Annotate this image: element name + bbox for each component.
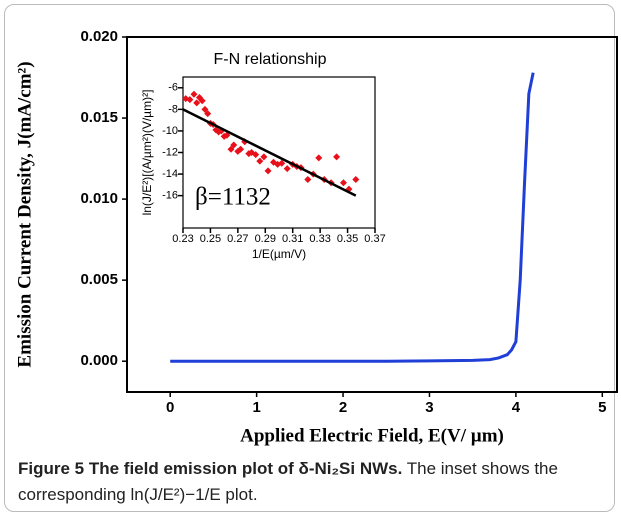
y-axis-label: ln(J/E²)[(A/µm²)(V/µm)²] [140,90,154,216]
data-point [204,110,212,118]
y-axis-label: Emission Current Density, J(mA/cm²) [14,61,35,367]
y-tick-label: 0.020 [80,28,118,45]
data-point [283,165,291,173]
x-tick-label: 0.25 [200,233,221,245]
y-tick-label: 0.000 [80,352,118,369]
y-tick-label: -8 [168,103,178,115]
data-point [201,105,209,113]
x-tick-label: 0.29 [255,233,276,245]
annotation: β=1132 [195,184,271,211]
data-point [237,145,245,153]
data-point [264,167,272,175]
data-point [315,154,323,162]
y-tick-label: -16 [162,190,178,202]
x-tick-label: 0.23 [172,233,193,245]
data-point [278,159,286,167]
inset-title: F-N relationship [214,51,327,68]
x-tick-label: 0.31 [282,233,303,245]
x-tick-label: 2 [339,399,347,416]
data-point [256,157,264,165]
data-point [333,153,341,161]
x-tick-label: 5 [598,399,606,416]
caption: Figure 5 The field emission plot of δ-Ni… [18,456,603,508]
data-point [260,153,268,161]
caption-title: Figure 5 The field emission plot of δ-Ni… [18,459,403,478]
x-tick-label: 3 [425,399,433,416]
data-point [198,97,206,105]
x-tick-label: 1 [252,399,260,416]
y-tick-label: 0.015 [80,109,118,126]
x-axis-label: 1/E(µm/V) [252,247,306,261]
x-tick-label: 0 [166,399,174,416]
plot-frame [126,36,618,393]
data-point [339,179,347,187]
data-point [352,175,360,183]
y-tick-label: 0.005 [80,271,118,288]
y-tick-label: -10 [162,125,178,137]
data-point [227,145,235,153]
data-line [170,72,535,363]
data-point [190,90,198,98]
data-point [230,141,238,149]
x-tick-label: 0.37 [364,233,385,245]
x-tick-label: 4 [512,399,521,416]
figure-frame [4,4,615,512]
data-point [193,99,201,107]
y-tick-label: -6 [168,82,178,94]
y-tick-label: -14 [162,168,178,180]
data-point [252,151,260,159]
y-tick-label: 0.010 [80,190,118,207]
fit-line [182,108,357,197]
y-tick-label: -12 [162,146,178,158]
x-tick-label: 0.33 [309,233,330,245]
caption-text: The inset shows the corresponding ln(J/E… [18,459,558,504]
x-tick-label: 0.35 [337,233,358,245]
x-axis-label: Applied Electric Field, E(V/ µm) [240,425,504,446]
data-point [304,175,312,183]
data-point [186,96,194,104]
x-tick-label: 0.27 [227,233,248,245]
